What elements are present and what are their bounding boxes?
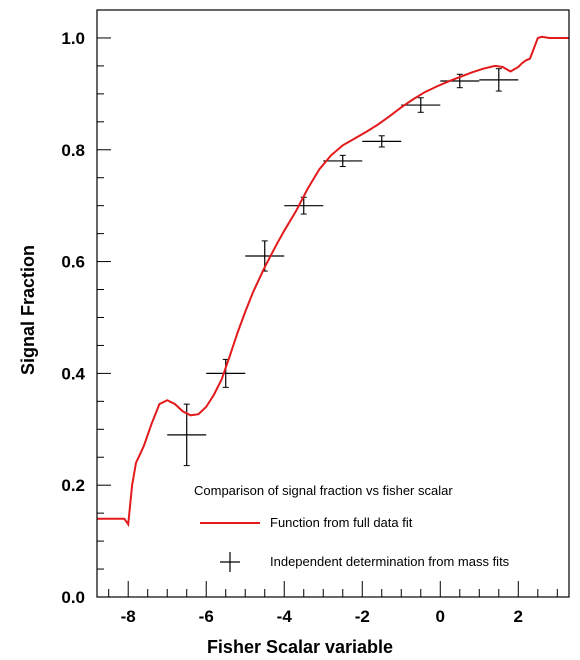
legend-title: Comparison of signal fraction vs fisher …: [194, 483, 453, 498]
x-axis-ticks: [108, 581, 558, 597]
legend: Comparison of signal fraction vs fisher …: [194, 483, 510, 572]
error-bar-point: [284, 196, 324, 215]
error-bar-point: [323, 154, 363, 168]
legend-label-function: Function from full data fit: [270, 515, 413, 530]
plot-frame: [96, 9, 570, 598]
x-axis-tick-labels: -8 -6 -4 -2 0 2: [121, 607, 523, 626]
x-tick-label: -2: [355, 607, 370, 626]
y-tick-label: 0.8: [61, 141, 85, 160]
y-tick-label: 1.0: [61, 29, 85, 48]
y-tick-label: 0.2: [61, 476, 85, 495]
y-axis-tick-labels: 0.0 0.2 0.4 0.6 0.8 1.0: [61, 29, 85, 607]
y-tick-label: 0.0: [61, 588, 85, 607]
fit-function-curve: [97, 35, 569, 528]
y-tick-label: 0.4: [61, 364, 85, 383]
y-tick-label: 0.6: [61, 253, 85, 272]
x-tick-label: 2: [514, 607, 523, 626]
y-axis-title: Signal Fraction: [18, 245, 38, 375]
x-tick-label: -4: [277, 607, 293, 626]
error-bar-point: [362, 135, 402, 148]
legend-label-mass-fits: Independent determination from mass fits: [270, 554, 510, 569]
x-axis-title: Fisher Scalar variable: [207, 637, 393, 657]
legend-errorbar-swatch: [220, 552, 240, 572]
error-bar-point: [206, 358, 246, 388]
y-axis-ticks: [97, 37, 111, 598]
error-bar-points: [167, 68, 519, 467]
error-bar-point: [479, 68, 519, 92]
error-bar-point: [401, 97, 441, 113]
x-tick-label: 0: [436, 607, 445, 626]
x-tick-label: -6: [199, 607, 214, 626]
x-tick-label: -8: [121, 607, 136, 626]
